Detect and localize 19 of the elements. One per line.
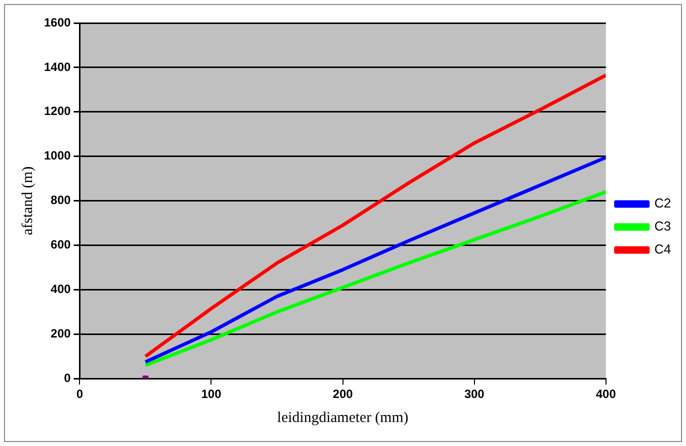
y-tick-label: 1000 — [44, 148, 72, 163]
x-tick-label: 300 — [464, 387, 485, 402]
x-tick-label: 200 — [332, 387, 354, 402]
y-tick-label: 0 — [64, 370, 72, 385]
y-tick-label: 1400 — [44, 60, 72, 74]
y-tick-label: 1200 — [44, 104, 72, 118]
x-tick-label: 100 — [201, 387, 222, 402]
y-tick-label: 400 — [50, 282, 72, 296]
legend-label: C3 — [654, 218, 672, 234]
y-tick-label: 800 — [50, 193, 72, 208]
legend-label: C4 — [654, 242, 672, 257]
y-tick-label: 1600 — [44, 15, 72, 30]
x-axis-title: leidingdiameter (mm) — [277, 410, 408, 426]
y-tick-label: 600 — [50, 238, 72, 252]
x-tick-label: 0 — [76, 387, 84, 402]
y-axis-title: afstand (m) — [20, 166, 36, 236]
x-tick-label: 400 — [596, 387, 616, 402]
legend-label: C2 — [654, 196, 672, 211]
y-tick-label: 200 — [50, 326, 72, 340]
